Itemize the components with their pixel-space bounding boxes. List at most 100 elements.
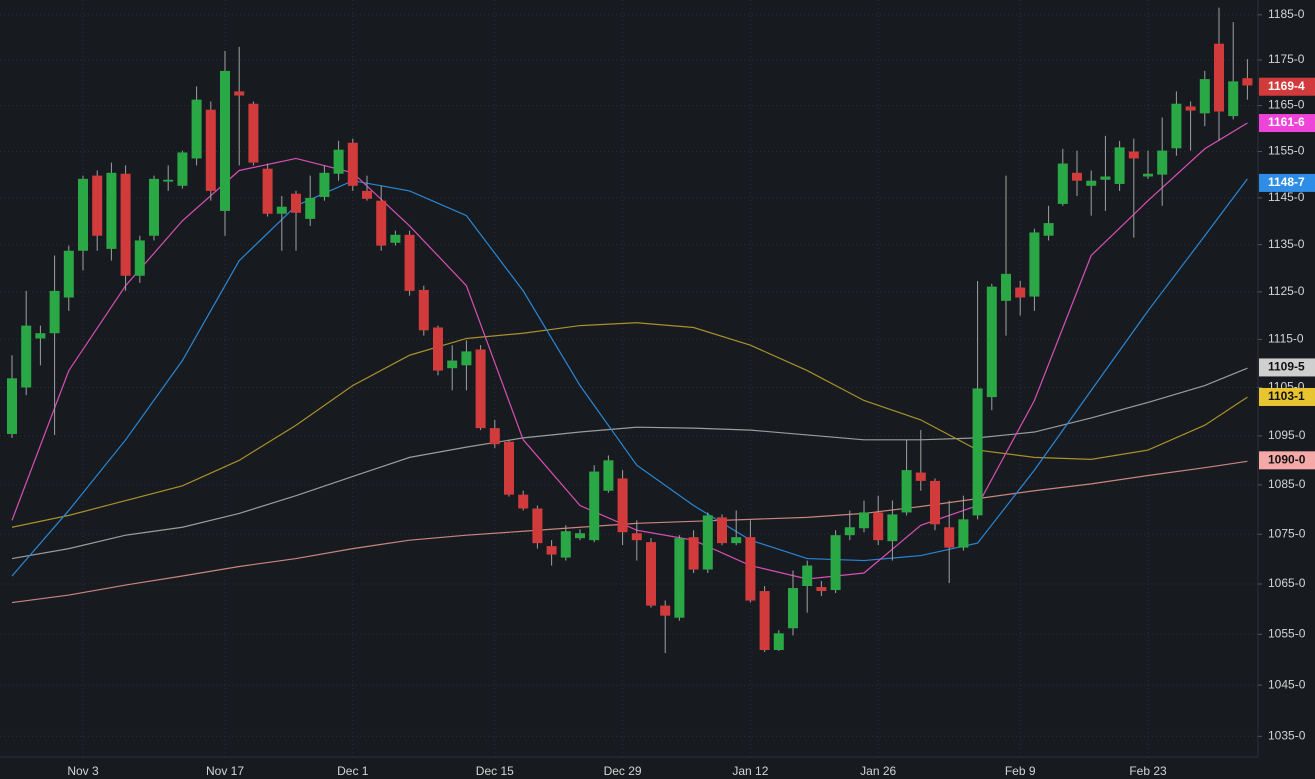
- candle-body: [731, 537, 742, 544]
- candle-body: [191, 99, 202, 159]
- candle-body: [518, 494, 529, 509]
- price-tag: [1259, 77, 1315, 96]
- candle-body: [1086, 180, 1097, 186]
- candle-body: [617, 478, 628, 533]
- candle-body: [390, 234, 401, 243]
- y-tick-label: 1085-0: [1268, 477, 1306, 491]
- x-tick-label: Dec 1: [337, 764, 369, 778]
- candle-body: [915, 472, 926, 481]
- candle-body: [1242, 78, 1253, 86]
- candle-body: [21, 325, 32, 388]
- candle-body: [702, 515, 713, 570]
- x-tick-label: Feb 23: [1129, 764, 1167, 778]
- candle-body: [489, 428, 500, 445]
- candle-body: [603, 460, 614, 491]
- candle-body: [504, 441, 514, 495]
- x-tick-label: Jan 26: [860, 764, 896, 778]
- x-tick-label: Dec 15: [476, 764, 514, 778]
- y-tick-label: 1175-0: [1268, 52, 1305, 66]
- candle-body: [362, 190, 372, 199]
- candle-body: [589, 471, 600, 541]
- candle-body: [1199, 79, 1210, 114]
- candle-body: [461, 351, 472, 366]
- candle-body: [433, 327, 443, 371]
- price-tag: [1259, 358, 1315, 377]
- candle-body: [305, 197, 316, 219]
- candle-body: [873, 512, 884, 541]
- y-tick-label: 1055-0: [1268, 626, 1306, 640]
- candle-body: [149, 178, 159, 236]
- candle-body: [1043, 223, 1054, 236]
- candle-body: [560, 531, 571, 558]
- price-tag-label: 1090-0: [1268, 452, 1306, 466]
- candle-body: [177, 152, 188, 186]
- price-tag-label: 1109-5: [1268, 360, 1305, 374]
- candle-body: [646, 542, 656, 606]
- candle-body: [859, 512, 869, 529]
- candle-body: [546, 546, 557, 555]
- candle-body: [1157, 150, 1168, 175]
- candle-body: [1143, 173, 1153, 177]
- candle-body: [234, 91, 245, 96]
- y-tick-label: 1135-0: [1268, 237, 1305, 251]
- candle-body: [887, 514, 898, 542]
- candle-body: [759, 591, 770, 651]
- y-tick-label: 1045-0: [1268, 677, 1306, 691]
- candle-body: [844, 527, 855, 536]
- y-tick-label: 1075-0: [1268, 526, 1306, 540]
- candle-body: [944, 527, 955, 548]
- candle-body: [1214, 43, 1224, 112]
- candle-body: [575, 533, 585, 539]
- price-tag-label: 1161-6: [1268, 115, 1305, 129]
- candle-body: [660, 605, 671, 616]
- candle-body: [134, 240, 145, 276]
- candle-body: [347, 142, 358, 186]
- candle-body: [319, 172, 330, 197]
- candle-body: [1029, 232, 1040, 297]
- candle-body: [404, 234, 415, 291]
- candle-body: [106, 172, 117, 249]
- candle-body: [1128, 151, 1139, 159]
- x-tick-label: Jan 12: [732, 764, 768, 778]
- y-tick-label: 1095-0: [1268, 428, 1306, 442]
- candle-body: [532, 508, 543, 544]
- candle-body: [78, 178, 88, 251]
- candle-body: [248, 103, 259, 163]
- y-tick-label: 1145-0: [1268, 190, 1305, 204]
- x-tick-label: Nov 3: [67, 764, 99, 778]
- candle-body: [802, 565, 813, 587]
- candle-body: [7, 378, 17, 434]
- candle-body: [688, 537, 699, 570]
- candle-body: [49, 290, 60, 334]
- candle-body: [63, 250, 74, 298]
- candle-body: [447, 360, 458, 369]
- y-tick-label: 1125-0: [1268, 284, 1305, 298]
- candle-body: [291, 193, 301, 213]
- candle-body: [930, 480, 940, 525]
- candle-body: [1185, 106, 1196, 111]
- candle-body: [376, 200, 387, 246]
- candle-body: [1015, 287, 1026, 298]
- moving-average-line: [11, 322, 1248, 528]
- candle-body: [120, 173, 131, 276]
- price-tag-label: 1103-1: [1268, 389, 1305, 403]
- price-tag-label: 1169-4: [1268, 79, 1305, 93]
- candle-body: [262, 168, 273, 214]
- candle-body: [92, 175, 103, 236]
- candle-body: [205, 109, 216, 191]
- candle-body: [1114, 147, 1125, 184]
- candle-body: [1100, 176, 1111, 180]
- candle-body: [333, 149, 344, 174]
- candle-body: [1072, 172, 1082, 181]
- price-tag-label: 1148-7: [1268, 175, 1305, 189]
- y-tick-label: 1155-0: [1268, 144, 1305, 158]
- candle-body: [788, 588, 798, 629]
- candle-body: [830, 535, 841, 591]
- price-tag: [1259, 451, 1315, 470]
- candle-body: [1228, 81, 1239, 117]
- price-tag: [1259, 173, 1315, 192]
- candle-body: [972, 388, 983, 516]
